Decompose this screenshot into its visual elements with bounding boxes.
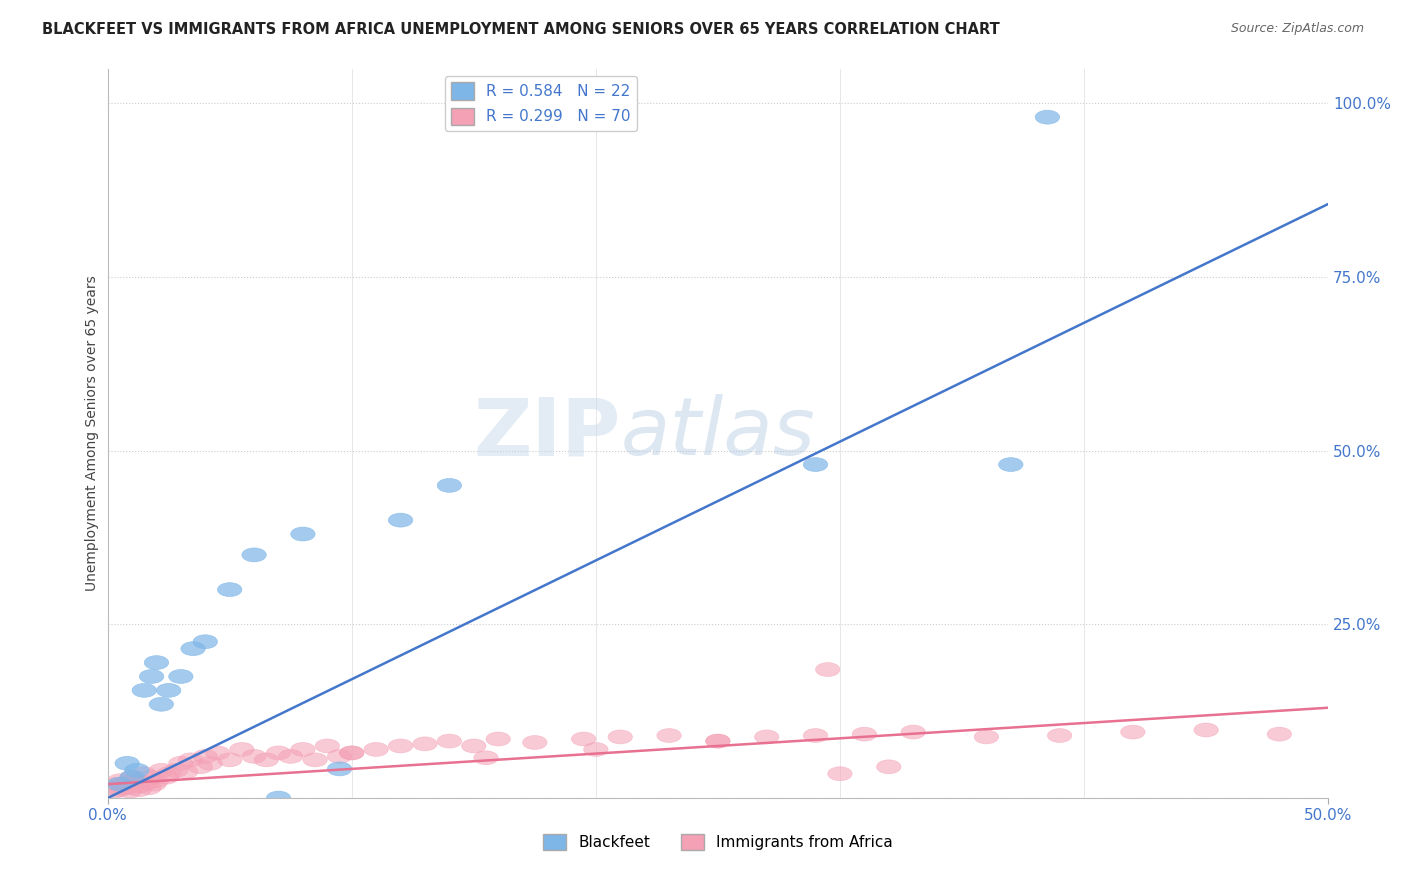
Ellipse shape	[571, 732, 596, 746]
Ellipse shape	[179, 753, 202, 767]
Ellipse shape	[181, 641, 205, 656]
Ellipse shape	[461, 739, 486, 753]
Ellipse shape	[149, 764, 173, 777]
Ellipse shape	[139, 670, 163, 683]
Ellipse shape	[828, 767, 852, 780]
Ellipse shape	[302, 753, 328, 767]
Ellipse shape	[205, 746, 229, 760]
Ellipse shape	[125, 777, 149, 791]
Ellipse shape	[139, 771, 163, 784]
Ellipse shape	[1121, 725, 1144, 739]
Ellipse shape	[657, 729, 682, 742]
Ellipse shape	[901, 725, 925, 739]
Ellipse shape	[127, 783, 152, 797]
Ellipse shape	[193, 635, 218, 648]
Ellipse shape	[266, 746, 291, 760]
Ellipse shape	[1194, 723, 1218, 737]
Ellipse shape	[1035, 111, 1060, 124]
Ellipse shape	[173, 764, 198, 779]
Legend: R = 0.584   N = 22, R = 0.299   N = 70: R = 0.584 N = 22, R = 0.299 N = 70	[444, 76, 637, 131]
Text: ZIP: ZIP	[472, 394, 620, 472]
Ellipse shape	[266, 791, 291, 805]
Ellipse shape	[254, 753, 278, 767]
Y-axis label: Unemployment Among Seniors over 65 years: Unemployment Among Seniors over 65 years	[86, 276, 100, 591]
Ellipse shape	[169, 670, 193, 683]
Ellipse shape	[112, 780, 136, 795]
Ellipse shape	[583, 742, 607, 756]
Text: atlas: atlas	[620, 394, 815, 472]
Ellipse shape	[706, 734, 730, 748]
Ellipse shape	[328, 749, 352, 764]
Ellipse shape	[413, 737, 437, 751]
Ellipse shape	[328, 762, 352, 776]
Ellipse shape	[122, 773, 146, 788]
Ellipse shape	[876, 760, 901, 773]
Ellipse shape	[108, 783, 132, 797]
Ellipse shape	[117, 784, 142, 798]
Ellipse shape	[125, 764, 149, 777]
Ellipse shape	[169, 756, 193, 771]
Ellipse shape	[242, 548, 266, 562]
Ellipse shape	[278, 749, 302, 764]
Ellipse shape	[108, 773, 132, 788]
Ellipse shape	[803, 729, 828, 742]
Ellipse shape	[193, 749, 218, 764]
Ellipse shape	[218, 753, 242, 767]
Ellipse shape	[242, 749, 266, 764]
Ellipse shape	[437, 478, 461, 492]
Ellipse shape	[339, 746, 364, 760]
Text: BLACKFEET VS IMMIGRANTS FROM AFRICA UNEMPLOYMENT AMONG SENIORS OVER 65 YEARS COR: BLACKFEET VS IMMIGRANTS FROM AFRICA UNEM…	[42, 22, 1000, 37]
Ellipse shape	[474, 751, 498, 764]
Ellipse shape	[156, 683, 181, 698]
Ellipse shape	[388, 513, 413, 527]
Ellipse shape	[755, 730, 779, 744]
Ellipse shape	[115, 756, 139, 771]
Ellipse shape	[1047, 729, 1071, 742]
Ellipse shape	[815, 663, 839, 676]
Ellipse shape	[486, 732, 510, 746]
Ellipse shape	[120, 780, 145, 795]
Ellipse shape	[129, 779, 155, 792]
Ellipse shape	[149, 698, 173, 711]
Ellipse shape	[105, 777, 129, 791]
Ellipse shape	[364, 742, 388, 756]
Ellipse shape	[388, 739, 413, 753]
Ellipse shape	[108, 777, 132, 791]
Ellipse shape	[100, 780, 125, 795]
Ellipse shape	[523, 736, 547, 749]
Ellipse shape	[198, 756, 222, 771]
Ellipse shape	[103, 784, 127, 798]
Ellipse shape	[1267, 727, 1292, 741]
Ellipse shape	[135, 776, 159, 789]
Ellipse shape	[120, 771, 145, 784]
Ellipse shape	[974, 730, 998, 744]
Ellipse shape	[291, 742, 315, 756]
Ellipse shape	[145, 656, 169, 670]
Ellipse shape	[315, 739, 339, 753]
Ellipse shape	[142, 777, 166, 791]
Ellipse shape	[998, 458, 1024, 472]
Ellipse shape	[852, 727, 876, 741]
Ellipse shape	[132, 767, 156, 780]
Ellipse shape	[110, 779, 135, 792]
Ellipse shape	[136, 780, 162, 795]
Ellipse shape	[132, 683, 156, 698]
Ellipse shape	[156, 767, 181, 780]
Ellipse shape	[706, 734, 730, 748]
Ellipse shape	[188, 760, 212, 773]
Ellipse shape	[155, 771, 179, 784]
Ellipse shape	[803, 458, 828, 472]
Ellipse shape	[115, 776, 139, 789]
Ellipse shape	[120, 771, 145, 784]
Text: Source: ZipAtlas.com: Source: ZipAtlas.com	[1230, 22, 1364, 36]
Ellipse shape	[218, 582, 242, 597]
Ellipse shape	[229, 742, 254, 756]
Ellipse shape	[339, 746, 364, 760]
Ellipse shape	[163, 764, 188, 777]
Ellipse shape	[437, 734, 461, 748]
Ellipse shape	[145, 773, 169, 788]
Ellipse shape	[607, 730, 633, 744]
Ellipse shape	[291, 527, 315, 541]
